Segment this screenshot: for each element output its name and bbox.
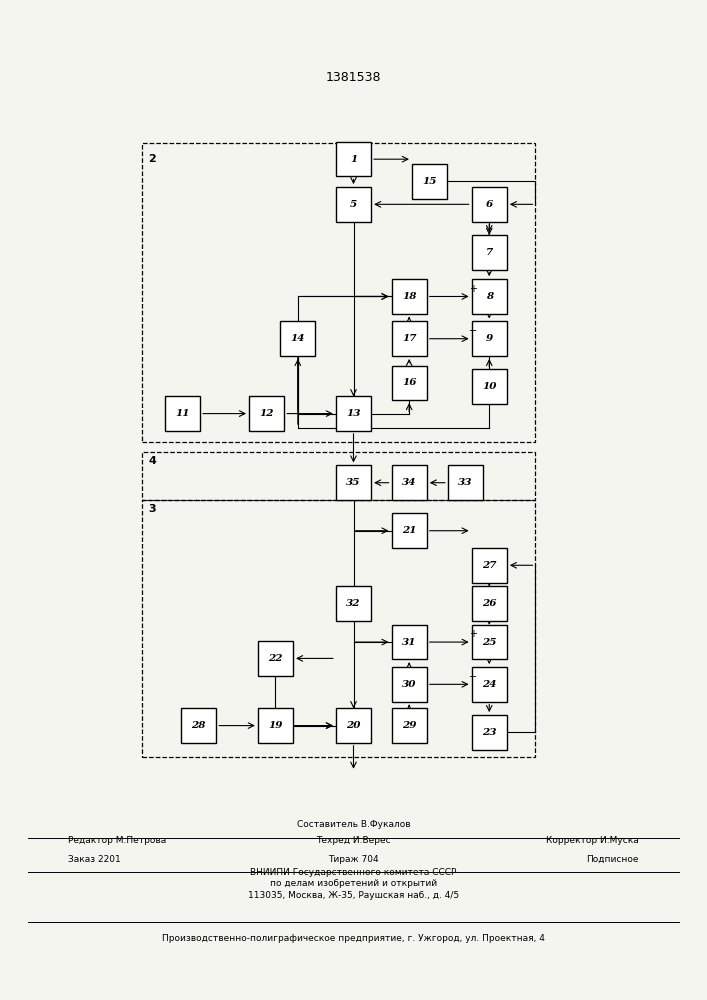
Text: 21: 21	[402, 526, 416, 535]
Text: 6: 6	[486, 200, 493, 209]
Bar	[249, 396, 284, 431]
Text: 15: 15	[422, 177, 437, 186]
Text: Тираж 704: Тираж 704	[328, 855, 379, 864]
Bar	[472, 586, 507, 621]
Text: 16: 16	[402, 378, 416, 387]
Text: 24: 24	[482, 680, 496, 689]
Text: 12: 12	[259, 409, 274, 418]
Text: Заказ 2201: Заказ 2201	[69, 855, 121, 864]
Bar	[258, 641, 293, 676]
Text: −: −	[469, 326, 477, 336]
Text: 35: 35	[346, 478, 361, 487]
Bar	[472, 548, 507, 583]
Text: 23: 23	[482, 728, 496, 737]
Bar	[472, 235, 507, 270]
Bar	[141, 452, 535, 500]
Bar	[472, 715, 507, 750]
Text: 19: 19	[268, 721, 283, 730]
Bar	[392, 366, 427, 400]
Text: 28: 28	[192, 721, 206, 730]
Bar	[280, 321, 315, 356]
Bar	[392, 513, 427, 548]
Bar	[336, 465, 371, 500]
Text: 31: 31	[402, 638, 416, 647]
Bar	[448, 465, 483, 500]
Bar	[392, 708, 427, 743]
Text: по делам изобретений и открытий: по делам изобретений и открытий	[270, 880, 437, 888]
Text: 4: 4	[148, 456, 156, 466]
Text: 34: 34	[402, 478, 416, 487]
Bar	[141, 500, 535, 757]
Text: 14: 14	[291, 334, 305, 343]
Bar	[412, 164, 447, 199]
Text: Составитель В.Фукалов: Составитель В.Фукалов	[297, 820, 410, 829]
Bar	[472, 667, 507, 702]
Text: 1381538: 1381538	[326, 71, 381, 84]
Text: 5: 5	[350, 200, 357, 209]
Text: 2: 2	[148, 154, 156, 164]
Text: ВНИИПИ Государственного комитета СССР: ВНИИПИ Государственного комитета СССР	[250, 868, 457, 877]
Bar	[472, 279, 507, 314]
Bar	[472, 369, 507, 404]
Text: Производственно-полиграфическое предприятие, г. Ужгород, ул. Проектная, 4: Производственно-полиграфическое предприя…	[162, 934, 545, 943]
Bar	[181, 708, 216, 743]
Text: 3: 3	[148, 504, 156, 514]
Bar	[336, 142, 371, 176]
Bar	[392, 321, 427, 356]
Text: Техред И.Верес: Техред И.Верес	[316, 836, 391, 845]
Bar	[472, 187, 507, 222]
Text: 11: 11	[175, 409, 189, 418]
Text: +: +	[469, 284, 477, 294]
Text: 32: 32	[346, 599, 361, 608]
Bar	[336, 586, 371, 621]
Text: 30: 30	[402, 680, 416, 689]
Text: 33: 33	[458, 478, 473, 487]
Bar	[472, 625, 507, 659]
Text: 20: 20	[346, 721, 361, 730]
Bar	[336, 708, 371, 743]
Text: 113035, Москва, Ж-35, Раушская наб., д. 4/5: 113035, Москва, Ж-35, Раушская наб., д. …	[248, 891, 459, 900]
Text: 26: 26	[482, 599, 496, 608]
Bar	[392, 667, 427, 702]
Text: Корректор И.Муска: Корректор И.Муска	[546, 836, 638, 845]
Text: 22: 22	[268, 654, 283, 663]
Text: Подписное: Подписное	[586, 855, 638, 864]
Text: 17: 17	[402, 334, 416, 343]
Text: 18: 18	[402, 292, 416, 301]
Text: 27: 27	[482, 561, 496, 570]
Text: 7: 7	[486, 248, 493, 257]
Text: 8: 8	[486, 292, 493, 301]
Text: 13: 13	[346, 409, 361, 418]
Bar	[165, 396, 200, 431]
Bar	[258, 708, 293, 743]
Text: 29: 29	[402, 721, 416, 730]
Text: 10: 10	[482, 382, 496, 391]
Bar	[392, 279, 427, 314]
Bar	[336, 396, 371, 431]
Text: 1: 1	[350, 155, 357, 164]
Text: Редактор М.Петрова: Редактор М.Петрова	[69, 836, 167, 845]
Bar	[392, 625, 427, 659]
Bar	[472, 321, 507, 356]
Text: 9: 9	[486, 334, 493, 343]
Text: 25: 25	[482, 638, 496, 647]
Bar	[141, 143, 535, 442]
Bar	[392, 465, 427, 500]
Text: +: +	[469, 629, 477, 639]
Bar	[336, 187, 371, 222]
Text: −: −	[469, 672, 477, 682]
